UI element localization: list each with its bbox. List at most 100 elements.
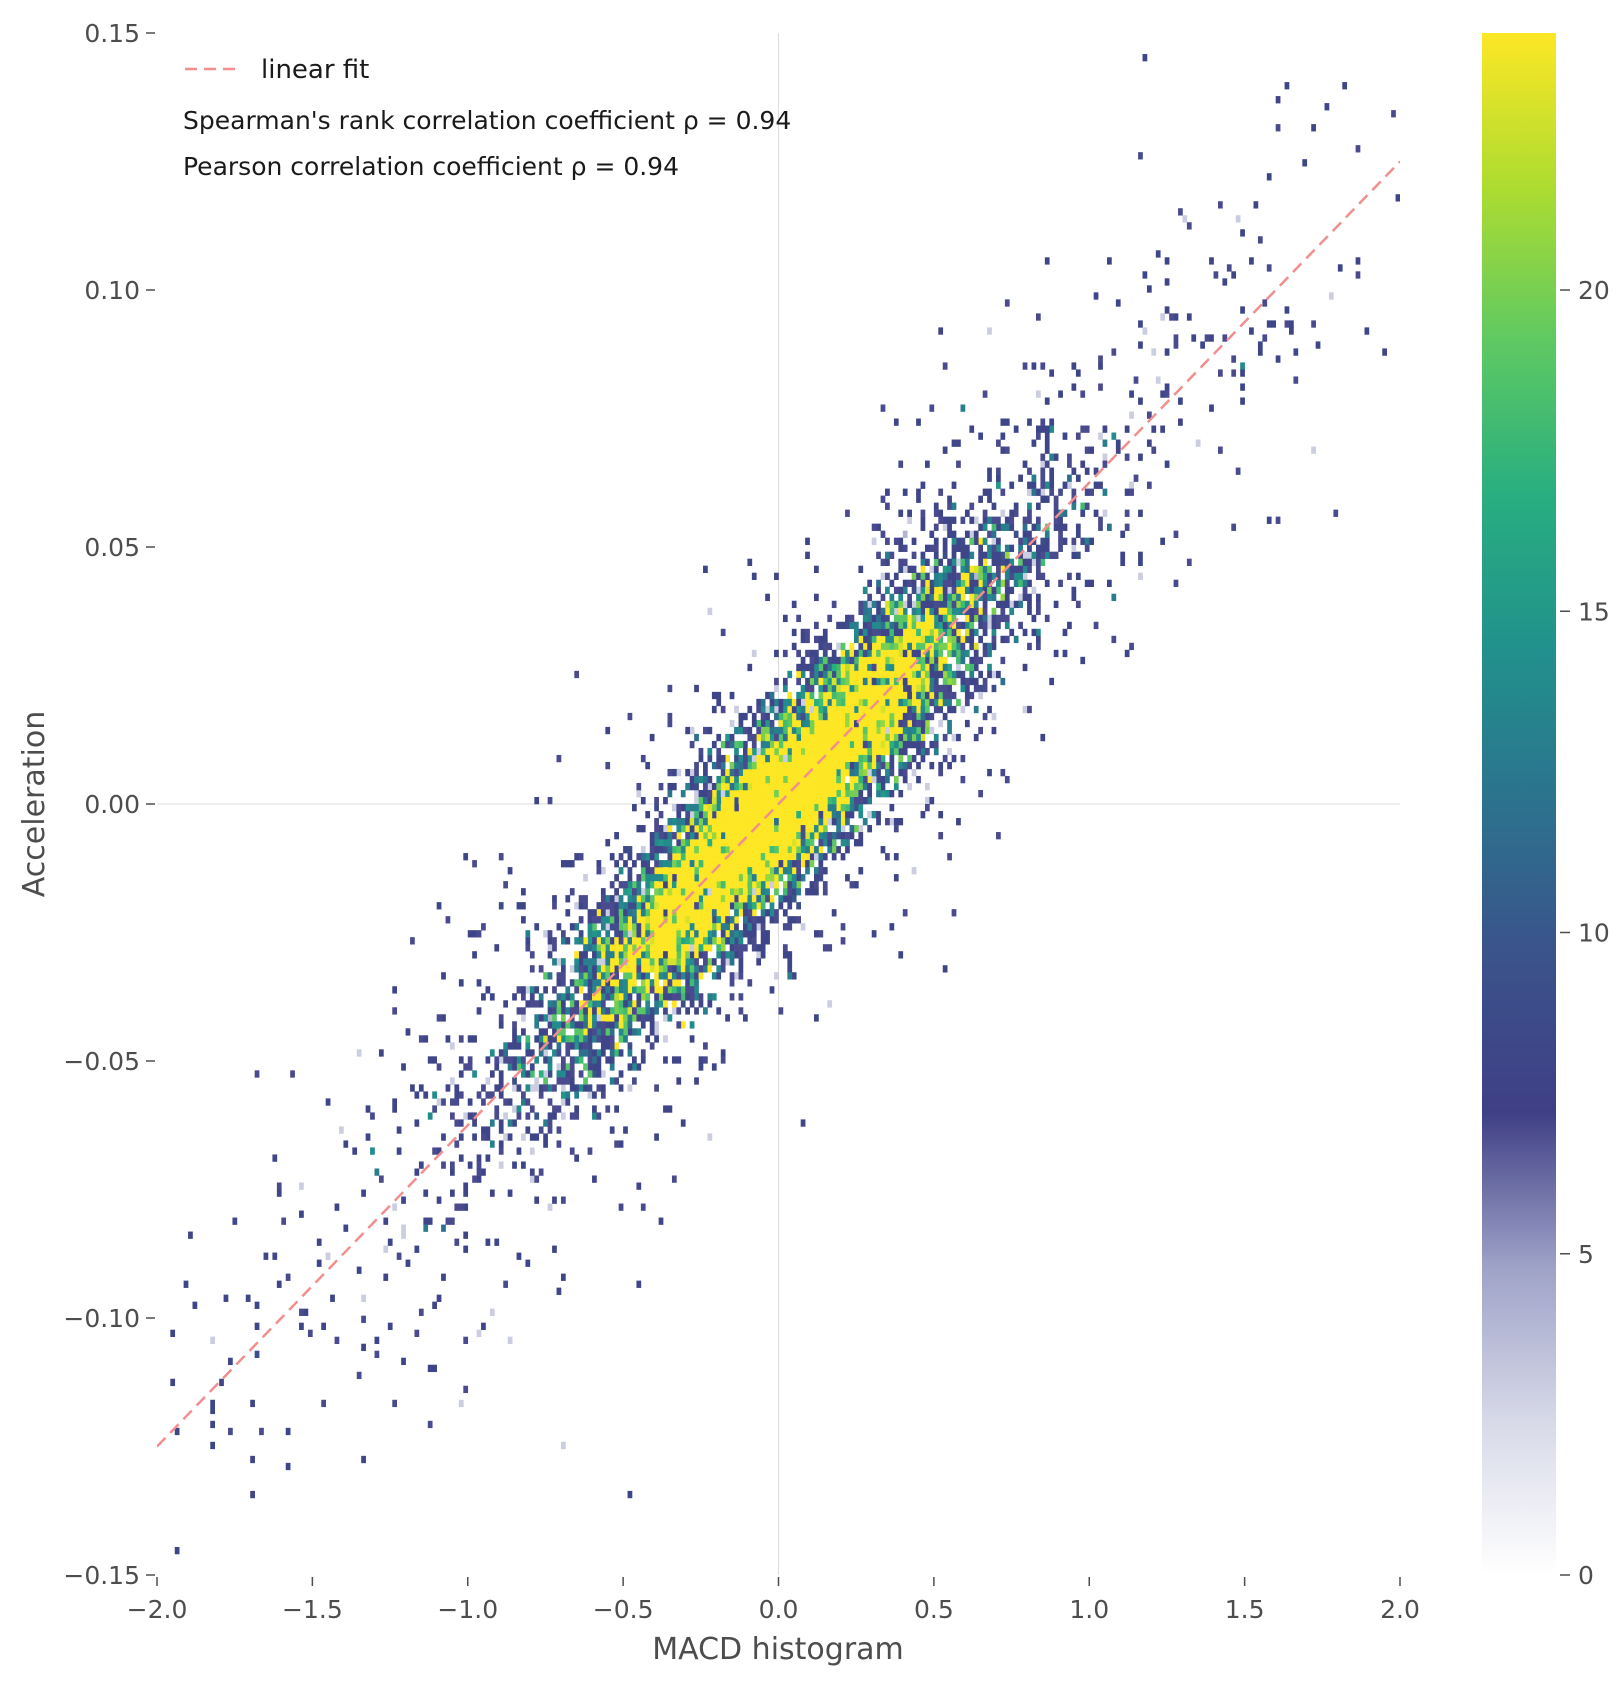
density-cell bbox=[902, 691, 908, 700]
density-cell bbox=[858, 565, 864, 573]
density-cell bbox=[565, 909, 571, 917]
density-cell bbox=[827, 705, 833, 714]
density-cell bbox=[902, 642, 908, 651]
density-cell bbox=[685, 965, 691, 973]
density-cell bbox=[636, 1182, 642, 1190]
density-cell bbox=[924, 796, 930, 805]
density-cell bbox=[694, 972, 699, 980]
density-cell bbox=[991, 684, 997, 693]
density-cell bbox=[893, 747, 899, 756]
density-cell bbox=[769, 705, 775, 714]
density-cell bbox=[632, 1063, 637, 1071]
density-cell bbox=[565, 937, 571, 945]
density-cell bbox=[525, 1035, 531, 1043]
density-cell bbox=[876, 607, 881, 616]
density-cell bbox=[232, 1217, 238, 1225]
density-cell bbox=[942, 607, 948, 616]
density-cell bbox=[729, 867, 735, 875]
density-cell bbox=[831, 747, 837, 756]
density-cell bbox=[654, 825, 659, 833]
density-cell bbox=[867, 754, 873, 763]
density-cell bbox=[1035, 593, 1041, 602]
density-cell bbox=[649, 1007, 655, 1015]
density-cell bbox=[698, 747, 704, 756]
density-cell bbox=[711, 853, 717, 861]
density-cell bbox=[827, 614, 833, 623]
density-cell bbox=[911, 677, 917, 686]
density-cell bbox=[929, 740, 935, 749]
density-cell bbox=[916, 677, 921, 686]
density-cell bbox=[787, 902, 793, 910]
density-cell bbox=[924, 614, 930, 623]
density-cell bbox=[1284, 306, 1290, 314]
density-cell bbox=[933, 747, 939, 756]
density-cell bbox=[858, 867, 864, 875]
density-cell bbox=[911, 607, 917, 616]
density-cell bbox=[618, 853, 624, 861]
density-cell bbox=[867, 579, 873, 588]
density-cell bbox=[671, 979, 677, 987]
density-cell bbox=[956, 670, 961, 679]
density-cell bbox=[632, 930, 637, 938]
density-cell bbox=[916, 572, 921, 581]
density-cell bbox=[525, 1070, 531, 1078]
density-cell bbox=[951, 544, 957, 552]
density-cell bbox=[1071, 537, 1077, 545]
density-cell bbox=[623, 1021, 628, 1029]
density-cell bbox=[1089, 579, 1094, 588]
density-cell bbox=[827, 782, 833, 791]
density-cell bbox=[498, 853, 504, 861]
density-cell bbox=[800, 740, 806, 749]
density-cell bbox=[534, 1021, 540, 1029]
density-cell bbox=[698, 818, 704, 826]
density-cell bbox=[818, 811, 824, 819]
density-cell bbox=[614, 993, 619, 1001]
density-cell bbox=[760, 754, 766, 763]
density-cell bbox=[685, 972, 691, 980]
density-cell bbox=[578, 1070, 584, 1078]
density-cell bbox=[1058, 579, 1063, 588]
density-cell bbox=[924, 621, 930, 630]
density-cell bbox=[1067, 460, 1072, 468]
density-cell bbox=[738, 846, 744, 854]
density-cell bbox=[809, 853, 815, 861]
density-cell bbox=[822, 768, 828, 777]
density-cell bbox=[694, 853, 699, 861]
density-cell bbox=[902, 705, 908, 714]
density-cell bbox=[849, 649, 855, 658]
density-cell bbox=[885, 537, 890, 545]
density-cell bbox=[831, 691, 837, 700]
density-cell bbox=[685, 853, 691, 861]
density-cell bbox=[942, 754, 948, 763]
density-cell bbox=[1000, 656, 1006, 665]
density-cell bbox=[654, 1021, 659, 1029]
density-cell bbox=[893, 642, 899, 651]
density-cell bbox=[614, 944, 619, 952]
density-cell bbox=[818, 747, 824, 756]
density-cell bbox=[924, 460, 930, 468]
density-cell bbox=[871, 705, 877, 714]
density-cell bbox=[951, 733, 957, 742]
density-cell bbox=[738, 754, 744, 763]
density-cell bbox=[676, 937, 682, 945]
density-cell bbox=[263, 1252, 269, 1260]
density-cell bbox=[880, 558, 886, 566]
density-cell bbox=[836, 782, 841, 791]
density-cell bbox=[880, 663, 886, 672]
density-cell bbox=[525, 1049, 531, 1057]
density-cell bbox=[942, 579, 948, 588]
density-cell bbox=[805, 635, 810, 644]
density-cell bbox=[689, 804, 695, 812]
density-cell bbox=[689, 1000, 695, 1008]
density-cell bbox=[574, 1105, 580, 1113]
density-cell bbox=[800, 656, 806, 665]
density-cell bbox=[734, 761, 739, 770]
density-cell bbox=[592, 993, 597, 1001]
density-cell bbox=[796, 867, 801, 875]
density-cell bbox=[769, 881, 775, 889]
density-cell bbox=[1018, 537, 1023, 545]
density-cell bbox=[658, 937, 664, 945]
density-cell bbox=[1333, 509, 1339, 517]
density-cell bbox=[756, 775, 762, 784]
density-cell bbox=[729, 804, 735, 812]
